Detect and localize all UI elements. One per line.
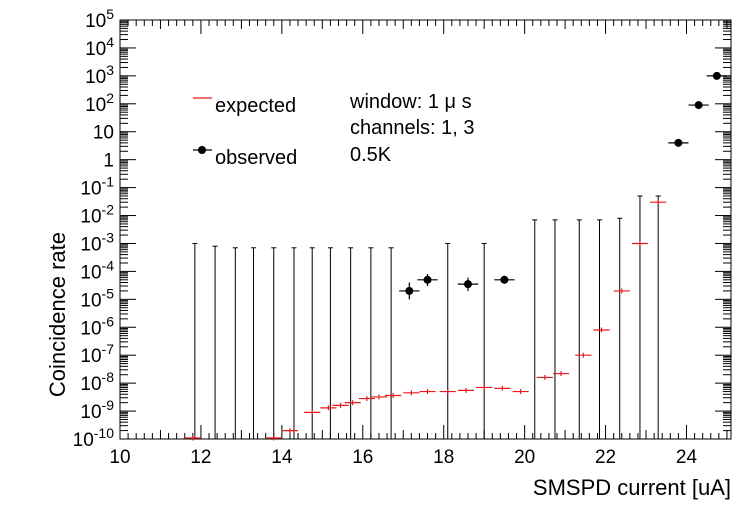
y-tick-label: 103 — [85, 62, 114, 88]
x-tick-label: 10 — [109, 447, 130, 468]
expected-series — [184, 199, 667, 441]
x-tick-label: 24 — [676, 447, 698, 468]
y-tick-label: 10-4 — [80, 257, 114, 283]
y-tick-label: 105 — [85, 6, 114, 32]
legend-expected-label: expected — [215, 95, 296, 117]
y-tick-label: 102 — [85, 90, 114, 116]
x-axis-title: SMSPD current [uA] — [533, 475, 731, 500]
x-tick-label: 22 — [595, 447, 616, 468]
observed-point — [463, 280, 472, 289]
y-tick-label: 10 — [93, 123, 114, 144]
observed-series — [399, 71, 727, 300]
observed-point — [500, 275, 509, 284]
observed-point — [405, 286, 414, 295]
legend-observed-label: observed — [215, 147, 297, 169]
observed-point — [712, 71, 721, 80]
y-axis-title: Coincidence rate — [45, 232, 70, 397]
legend: expected observed — [193, 95, 297, 169]
x-tick-label: 16 — [352, 447, 373, 468]
y-axis: 10-1010-910-810-710-610-510-410-310-210-… — [73, 6, 731, 451]
y-tick-label: 104 — [85, 34, 114, 60]
observed-point — [423, 275, 432, 284]
y-tick-label: 10-9 — [80, 397, 114, 423]
y-tick-label: 1 — [103, 151, 114, 172]
y-tick-label: 10-2 — [80, 202, 114, 228]
y-tick-label: 10-5 — [80, 285, 114, 311]
x-tick-label: 12 — [190, 447, 211, 468]
plot-frame — [119, 19, 732, 440]
annotation-channels: channels: 1, 3 — [350, 117, 475, 139]
y-tick-label: 10-7 — [80, 341, 114, 367]
x-tick-label: 14 — [271, 447, 293, 468]
y-tick-label: 10-10 — [73, 425, 115, 451]
y-tick-label: 10-3 — [80, 229, 114, 255]
y-tick-label: 10-8 — [80, 369, 114, 395]
y-tick-label: 10-6 — [80, 313, 114, 339]
upper-limit-lines — [192, 195, 661, 439]
annotation-window: window: 1 μ s — [349, 91, 472, 113]
plot-border — [119, 19, 732, 440]
observed-point — [694, 101, 703, 110]
x-tick-label: 18 — [433, 447, 454, 468]
x-axis: 10 12 14 16 18 20 22 24 — [109, 20, 728, 468]
annotations: window: 1 μ s channels: 1, 3 0.5K — [349, 91, 475, 166]
observed-point — [674, 138, 683, 147]
y-tick-label: 10-1 — [80, 174, 114, 200]
legend-observed-marker — [198, 146, 206, 154]
annotation-temperature: 0.5K — [350, 144, 392, 166]
x-tick-label: 20 — [514, 447, 535, 468]
